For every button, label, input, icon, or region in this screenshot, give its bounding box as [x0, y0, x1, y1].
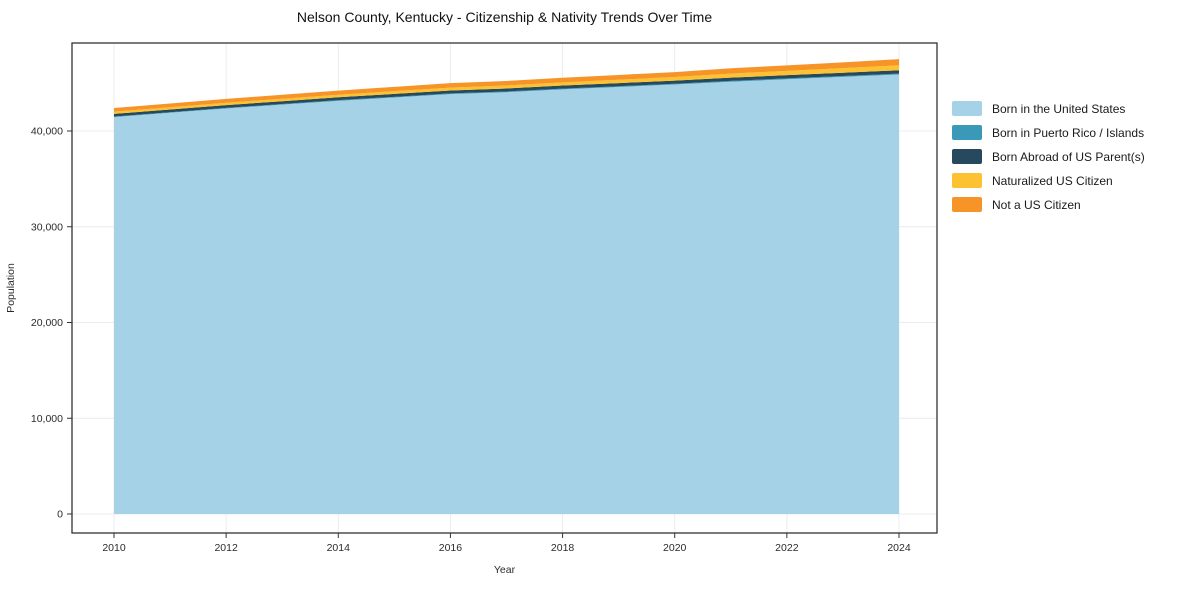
legend-swatch-puerto-rico — [952, 125, 982, 140]
area-series-2 — [114, 70, 899, 117]
x-axis-title: Year — [494, 564, 516, 576]
x-tick-label: 2016 — [439, 542, 463, 554]
x-tick-label: 2024 — [887, 542, 911, 554]
x-tick-label: 2014 — [327, 542, 351, 554]
x-tick-label: 2010 — [102, 542, 126, 554]
y-tick-label: 0 — [57, 509, 63, 521]
legend-item: Born in Puerto Rico / Islands — [952, 125, 1145, 140]
legend-swatch-born-us — [952, 101, 982, 116]
area-series-4 — [114, 59, 899, 112]
plot-border — [71, 42, 938, 534]
legend-label: Not a US Citizen — [992, 197, 1081, 212]
x-tick-label: 2022 — [775, 542, 799, 554]
legend: Born in the United States Born in Puerto… — [952, 101, 1145, 212]
legend-item: Born Abroad of US Parent(s) — [952, 149, 1145, 164]
legend-swatch-naturalized — [952, 173, 982, 188]
legend-swatch-born-abroad — [952, 149, 982, 164]
x-tick-label: 2020 — [663, 542, 687, 554]
legend-swatch-not-citizen — [952, 197, 982, 212]
legend-label: Naturalized US Citizen — [992, 173, 1113, 188]
legend-item: Naturalized US Citizen — [952, 173, 1145, 188]
x-tick-label: 2018 — [551, 542, 575, 554]
y-tick-label: 30,000 — [31, 221, 63, 233]
area-series-0 — [114, 74, 899, 514]
legend-item: Not a US Citizen — [952, 197, 1145, 212]
legend-label: Born Abroad of US Parent(s) — [992, 149, 1145, 164]
y-tick-label: 20,000 — [31, 317, 63, 329]
legend-item: Born in the United States — [952, 101, 1145, 116]
y-tick-label: 10,000 — [31, 413, 63, 425]
x-tick-label: 2012 — [214, 542, 238, 554]
area-series-3 — [114, 65, 899, 114]
y-tick-label: 40,000 — [31, 126, 63, 138]
legend-label: Born in the United States — [992, 101, 1126, 116]
y-axis-title: Population — [5, 263, 17, 313]
chart-title: Nelson County, Kentucky - Citizenship & … — [296, 9, 713, 25]
legend-label: Born in Puerto Rico / Islands — [992, 125, 1145, 140]
